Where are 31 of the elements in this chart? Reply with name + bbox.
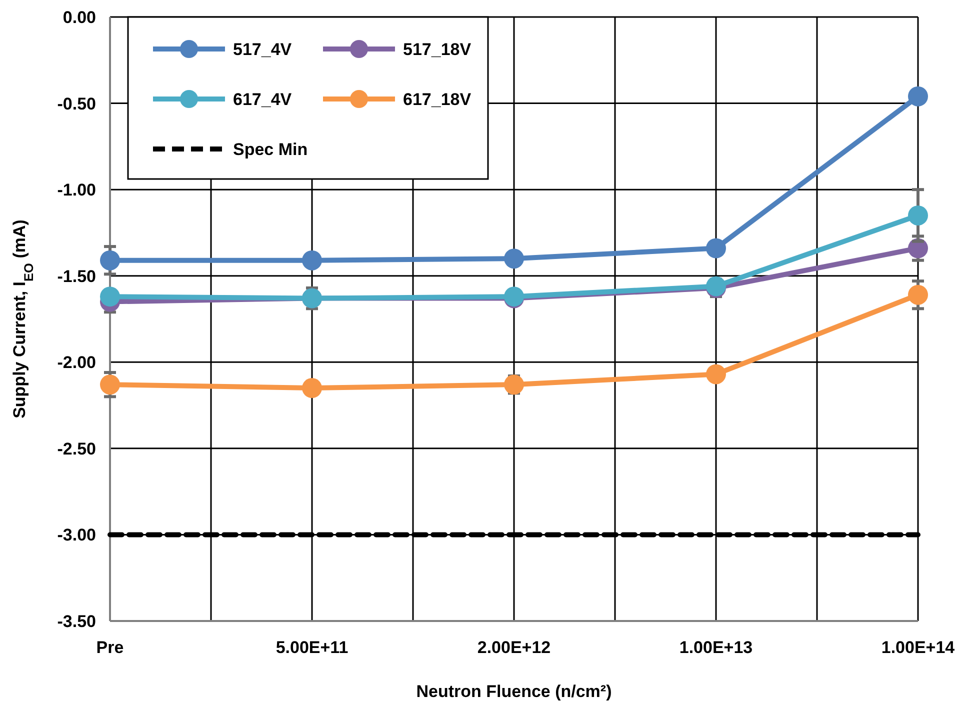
y-tick-label: -3.50 xyxy=(57,612,96,631)
point xyxy=(100,250,120,270)
point xyxy=(908,86,928,106)
x-tick-label: 1.00E+13 xyxy=(679,638,753,657)
point xyxy=(302,378,322,398)
point xyxy=(908,205,928,226)
point xyxy=(504,248,524,269)
y-tick-label: -3.00 xyxy=(57,526,96,545)
x-tick-label: 1.00E+14 xyxy=(881,638,956,657)
x-tick-label: Pre xyxy=(96,638,124,657)
legend-label: 617_18V xyxy=(403,90,472,109)
x-tick-label: 5.00E+11 xyxy=(276,638,348,657)
legend-label: Spec Min xyxy=(233,140,308,159)
point xyxy=(100,286,120,307)
x-axis-title: Neutron Fluence (n/cm²) xyxy=(416,682,612,701)
y-tick-label: -0.50 xyxy=(57,94,96,114)
y-tick-label: -1.50 xyxy=(57,266,96,286)
point xyxy=(504,374,524,395)
y-tick-label: 0.00 xyxy=(62,8,96,27)
point xyxy=(706,238,726,258)
legend-label: 617_4V xyxy=(233,90,292,109)
point xyxy=(100,374,120,395)
legend-label: 517_4V xyxy=(233,40,292,59)
point xyxy=(302,250,322,270)
y-tick-label: -1.00 xyxy=(57,180,96,200)
point xyxy=(908,284,928,305)
y-tick-label: -2.50 xyxy=(57,439,96,458)
point xyxy=(706,364,726,384)
x-tick-label: 2.00E+12 xyxy=(477,638,551,657)
legend-label: 517_18V xyxy=(403,40,472,59)
y-tick-label: -2.00 xyxy=(57,353,96,372)
